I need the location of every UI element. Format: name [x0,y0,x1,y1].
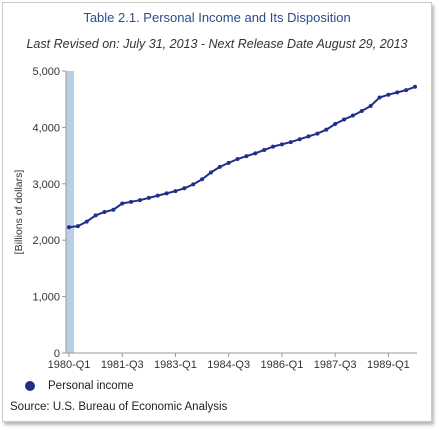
data-point [324,127,329,132]
data-point [271,144,276,149]
data-point [350,113,355,118]
data-point [359,109,364,114]
data-point [404,88,409,93]
x-tick-label: 1981-Q3 [101,359,144,371]
data-point [155,193,160,198]
y-tick-label: 1,000 [32,292,60,304]
data-point [279,142,284,147]
y-tick-label: 2,000 [32,235,60,247]
data-point [146,195,151,200]
data-point [288,140,293,145]
data-point [413,84,417,89]
chart-subtitle: Last Revised on: July 31, 2013 - Next Re… [26,37,408,51]
data-point [386,92,391,97]
data-point [137,198,142,203]
data-point [342,117,347,122]
data-point [164,191,169,196]
data-point [315,131,320,136]
y-tick-label: 5,000 [32,66,60,78]
x-tick-label: 1980-Q1 [48,359,91,371]
data-point [84,219,89,224]
source-note: Source: U.S. Bureau of Economic Analysis [10,401,228,413]
x-tick-label: 1989-Q1 [367,359,410,371]
data-point [253,151,258,156]
data-point [129,199,134,204]
data-point [208,170,213,175]
data-point [200,177,205,182]
series-line-personal-income [68,85,416,229]
data-point [120,201,125,206]
data-point [262,147,267,152]
data-point [244,154,249,159]
data-point [111,207,116,212]
data-point [102,210,107,214]
data-point [75,224,80,229]
line-chart: 0 1,000 2,000 3,000 4,000 5,000 [Billions of d… [13,66,417,371]
data-point [226,160,231,165]
data-point [333,122,338,127]
data-point [217,164,222,169]
data-point [93,213,98,218]
legend-marker-icon [25,381,35,391]
data-point [395,90,400,95]
chart-panel: Table 2.1. Personal Income and Its Dispo… [2,2,432,422]
data-point [297,137,302,142]
data-point [173,189,178,194]
chart-legend[interactable]: Personal income [25,380,134,392]
x-tick-label: 1986-Q1 [261,359,304,371]
data-point [182,186,187,191]
legend-label: Personal income [48,380,134,392]
data-point [235,156,240,161]
x-tick-label: 1983-Q1 [154,359,197,371]
x-tick-label: 1984-Q3 [207,359,250,371]
data-point [191,182,196,187]
data-point [67,225,71,230]
data-point [377,95,382,100]
x-tick-label: 1987-Q3 [314,359,357,371]
y-tick-label: 3,000 [32,179,60,191]
y-tick-label: 4,000 [32,122,60,134]
y-axis-title: [Billions of dollars] [13,170,25,255]
data-point [306,134,311,139]
chart-title: Table 2.1. Personal Income and Its Dispo… [83,10,351,25]
y-tick-label: 0 [54,348,60,360]
data-point [368,103,373,108]
selection-band [66,71,74,353]
